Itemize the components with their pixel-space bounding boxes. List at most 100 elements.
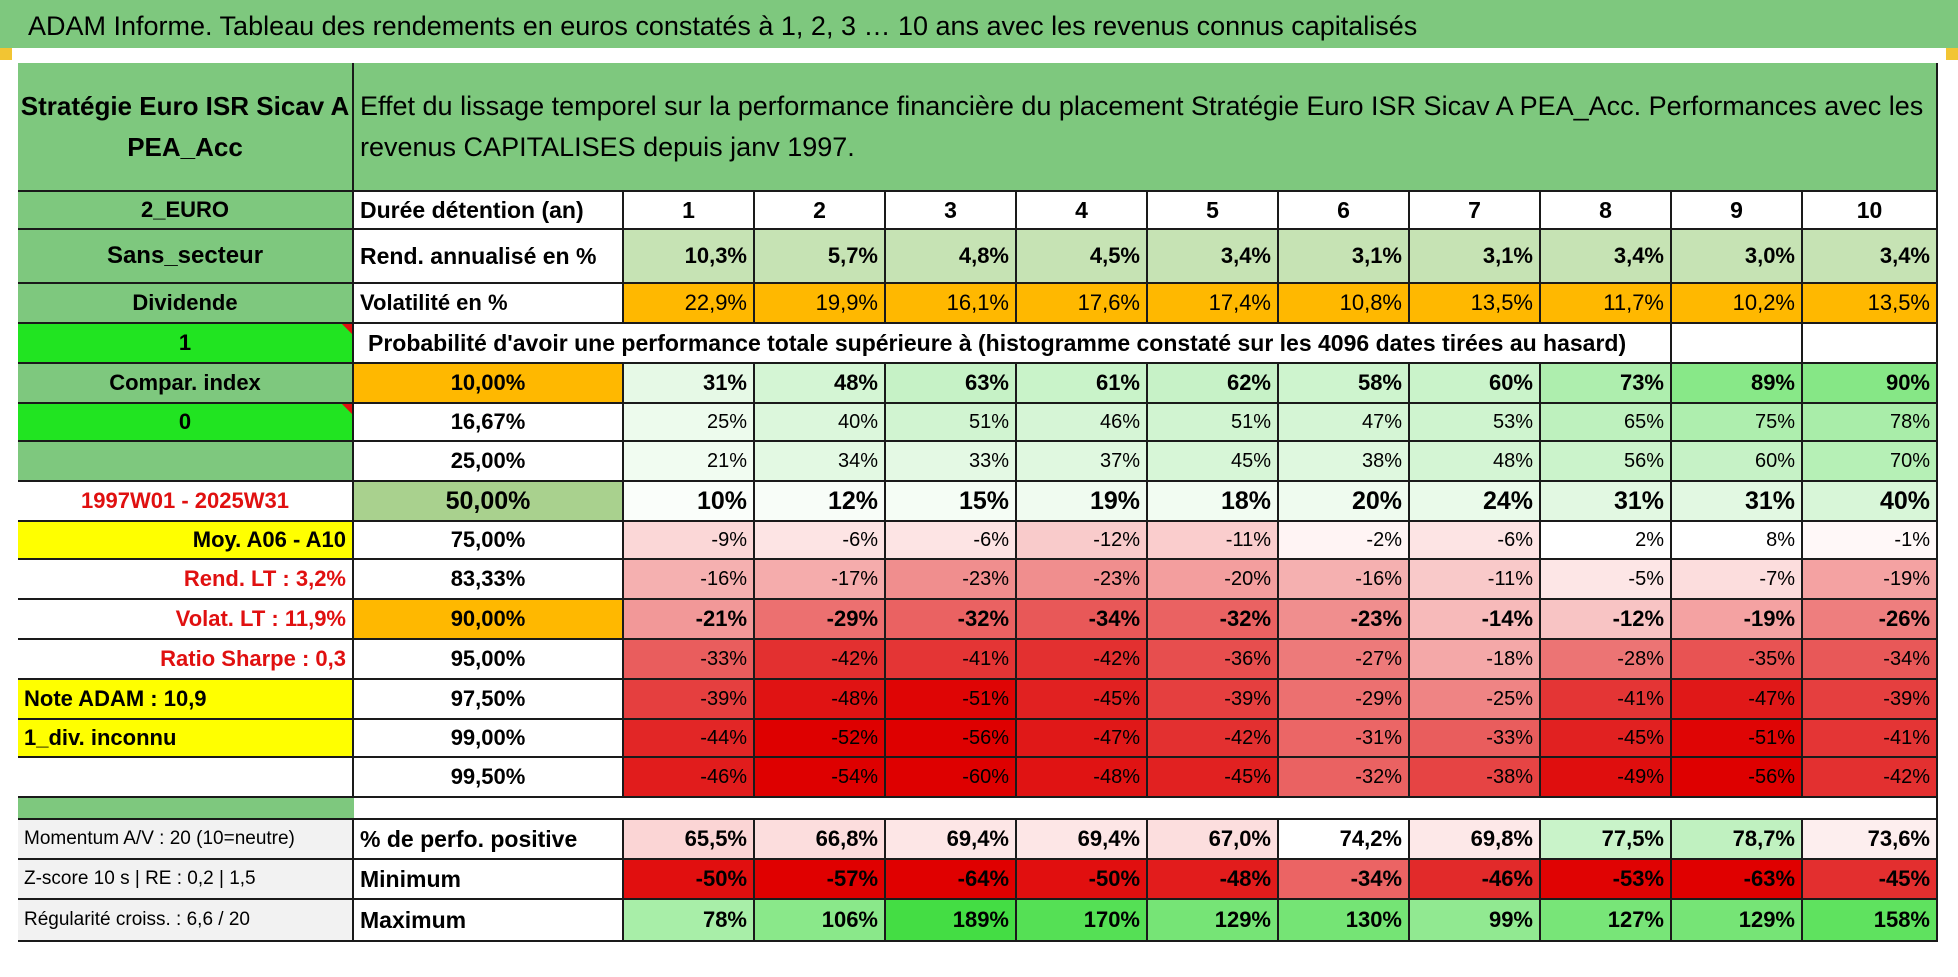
vol-value: 19,9% bbox=[755, 284, 886, 324]
max-value: 106% bbox=[755, 900, 886, 942]
prob-value: -45% bbox=[1017, 680, 1148, 720]
prob-value: 31% bbox=[1541, 482, 1672, 522]
prob-value: -19% bbox=[1672, 600, 1803, 640]
positive-value: 77,5% bbox=[1541, 820, 1672, 860]
year-header: 2 bbox=[755, 192, 886, 230]
threshold-label: 83,33% bbox=[354, 560, 624, 600]
prob-value: -7% bbox=[1672, 560, 1803, 600]
year-header: 1 bbox=[624, 192, 755, 230]
year-header: 5 bbox=[1148, 192, 1279, 230]
threshold-label: 99,00% bbox=[354, 720, 624, 758]
prob-value: 75% bbox=[1672, 404, 1803, 442]
prob-value: 78% bbox=[1803, 404, 1938, 442]
prob-value: -11% bbox=[1410, 560, 1541, 600]
prob-value: -48% bbox=[755, 680, 886, 720]
year-header: 10 bbox=[1803, 192, 1938, 230]
min-value: -50% bbox=[1017, 860, 1148, 900]
prob-value: -23% bbox=[1017, 560, 1148, 600]
prob-value: -56% bbox=[1672, 758, 1803, 798]
selector-compare[interactable]: 0 bbox=[18, 404, 354, 442]
prob-value: -60% bbox=[886, 758, 1017, 798]
compare-index-label: Compar. index bbox=[18, 364, 354, 404]
average-label: Moy. A06 - A10 bbox=[18, 522, 354, 560]
prob-value: -9% bbox=[624, 522, 755, 560]
threshold-label: 95,00% bbox=[354, 640, 624, 680]
rend-value: 3,4% bbox=[1803, 230, 1938, 284]
prob-value: -12% bbox=[1017, 522, 1148, 560]
regularite-info: Régularité croiss. : 6,6 / 20 bbox=[18, 900, 354, 942]
prob-value: -46% bbox=[624, 758, 755, 798]
prob-value: 20% bbox=[1279, 482, 1410, 522]
rend-value: 3,4% bbox=[1148, 230, 1279, 284]
prob-value: -27% bbox=[1279, 640, 1410, 680]
max-value: 99% bbox=[1410, 900, 1541, 942]
prob-value: 51% bbox=[1148, 404, 1279, 442]
rend-value: 3,1% bbox=[1410, 230, 1541, 284]
max-value: 78% bbox=[624, 900, 755, 942]
min-value: -46% bbox=[1410, 860, 1541, 900]
selector-dividend[interactable]: 1 bbox=[18, 324, 354, 364]
fund-description: Effet du lissage temporel sur la perform… bbox=[354, 63, 1938, 192]
positive-value: 73,6% bbox=[1803, 820, 1938, 860]
prob-value: -12% bbox=[1541, 600, 1672, 640]
prob-value: -41% bbox=[1541, 680, 1672, 720]
prob-value: 63% bbox=[886, 364, 1017, 404]
prob-value: 31% bbox=[1672, 482, 1803, 522]
dividend-label: Dividende bbox=[18, 284, 354, 324]
vol-value: 13,5% bbox=[1803, 284, 1938, 324]
year-header: 9 bbox=[1672, 192, 1803, 230]
positive-value: 69,4% bbox=[1017, 820, 1148, 860]
prob-value: -39% bbox=[1803, 680, 1938, 720]
max-value: 130% bbox=[1279, 900, 1410, 942]
prob-value: -5% bbox=[1541, 560, 1672, 600]
prob-value: 18% bbox=[1148, 482, 1279, 522]
ratio-sharpe: Ratio Sharpe : 0,3 bbox=[18, 640, 354, 680]
prob-value: -6% bbox=[886, 522, 1017, 560]
prob-value: -18% bbox=[1410, 640, 1541, 680]
rend-value: 10,3% bbox=[624, 230, 755, 284]
prob-value: -49% bbox=[1541, 758, 1672, 798]
prob-value: -25% bbox=[1410, 680, 1541, 720]
vol-value: 10,2% bbox=[1672, 284, 1803, 324]
prob-value: 62% bbox=[1148, 364, 1279, 404]
prob-value: 37% bbox=[1017, 442, 1148, 482]
positive-value: 67,0% bbox=[1148, 820, 1279, 860]
rend-value: 3,1% bbox=[1279, 230, 1410, 284]
vol-value: 10,8% bbox=[1279, 284, 1410, 324]
prob-value: -16% bbox=[624, 560, 755, 600]
prob-value: -33% bbox=[624, 640, 755, 680]
prob-value: -47% bbox=[1017, 720, 1148, 758]
prob-value: -29% bbox=[1279, 680, 1410, 720]
min-value: -53% bbox=[1541, 860, 1672, 900]
vol-value: 16,1% bbox=[886, 284, 1017, 324]
prob-value: -32% bbox=[886, 600, 1017, 640]
rend-value: 5,7% bbox=[755, 230, 886, 284]
probability-heading: Probabilité d'avoir une performance tota… bbox=[354, 324, 1672, 364]
prob-value: 53% bbox=[1410, 404, 1541, 442]
prob-value: 58% bbox=[1279, 364, 1410, 404]
prob-value: 48% bbox=[1410, 442, 1541, 482]
currency-label: 2_EURO bbox=[18, 192, 354, 230]
prob-value: -41% bbox=[886, 640, 1017, 680]
prob-value: 25% bbox=[624, 404, 755, 442]
prob-value: 45% bbox=[1148, 442, 1279, 482]
prob-value: 34% bbox=[755, 442, 886, 482]
prob-value: -35% bbox=[1672, 640, 1803, 680]
threshold-label: 25,00% bbox=[354, 442, 624, 482]
prob-value: -21% bbox=[624, 600, 755, 640]
prob-value: -32% bbox=[1148, 600, 1279, 640]
prob-value: -54% bbox=[755, 758, 886, 798]
prob-value: 51% bbox=[886, 404, 1017, 442]
prob-value: 40% bbox=[755, 404, 886, 442]
prob-value: 21% bbox=[624, 442, 755, 482]
prob-value: 70% bbox=[1803, 442, 1938, 482]
year-header: 3 bbox=[886, 192, 1017, 230]
max-label: Maximum bbox=[354, 900, 624, 942]
period-label: 1997W01 - 2025W31 bbox=[18, 482, 354, 522]
threshold-label: 50,00% bbox=[354, 482, 624, 522]
max-value: 189% bbox=[886, 900, 1017, 942]
rend-lt: Rend. LT : 3,2% bbox=[18, 560, 354, 600]
min-value: -45% bbox=[1803, 860, 1938, 900]
threshold-label: 90,00% bbox=[354, 600, 624, 640]
prob-value: 24% bbox=[1410, 482, 1541, 522]
